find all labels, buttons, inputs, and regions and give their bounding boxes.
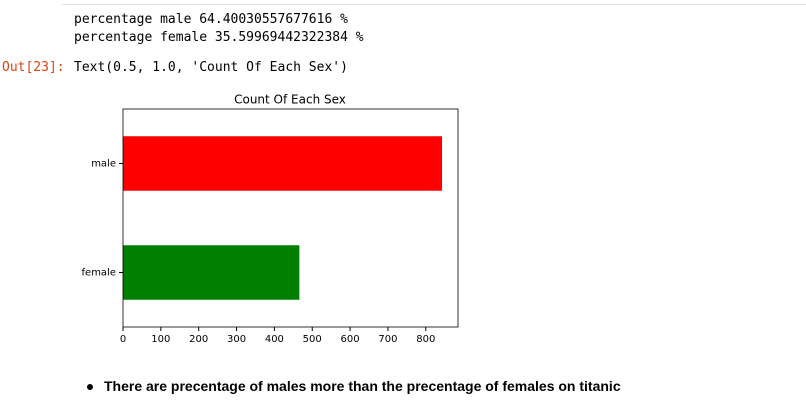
output-result: Text(0.5, 1.0, 'Count Of Each Sex') bbox=[74, 60, 348, 75]
x-tick-label: 700 bbox=[378, 334, 397, 345]
x-tick-label: 300 bbox=[227, 334, 246, 345]
output-line: percentage male 64.40030557677616 % bbox=[74, 12, 348, 27]
x-tick-label: 800 bbox=[416, 334, 435, 345]
bar bbox=[123, 136, 443, 191]
chart-title: Count Of Each Sex bbox=[234, 93, 346, 107]
y-tick-label: female bbox=[82, 268, 116, 279]
x-tick-label: 0 bbox=[120, 334, 126, 345]
x-tick-label: 200 bbox=[189, 334, 208, 345]
bullet-dot bbox=[87, 384, 93, 390]
bar bbox=[123, 245, 300, 300]
output-line: percentage female 35.59969442322384 % bbox=[74, 30, 364, 45]
cell-border bbox=[62, 4, 806, 5]
x-tick-label: 400 bbox=[265, 334, 284, 345]
x-tick-label: 500 bbox=[303, 334, 322, 345]
x-tick-label: 600 bbox=[341, 334, 360, 345]
markdown-bullet: There are precentage of males more than … bbox=[104, 378, 621, 394]
y-tick-label: male bbox=[91, 159, 116, 170]
x-tick-label: 100 bbox=[151, 334, 170, 345]
out-prompt: Out[23]: bbox=[2, 60, 65, 75]
axes-frame bbox=[122, 108, 459, 328]
